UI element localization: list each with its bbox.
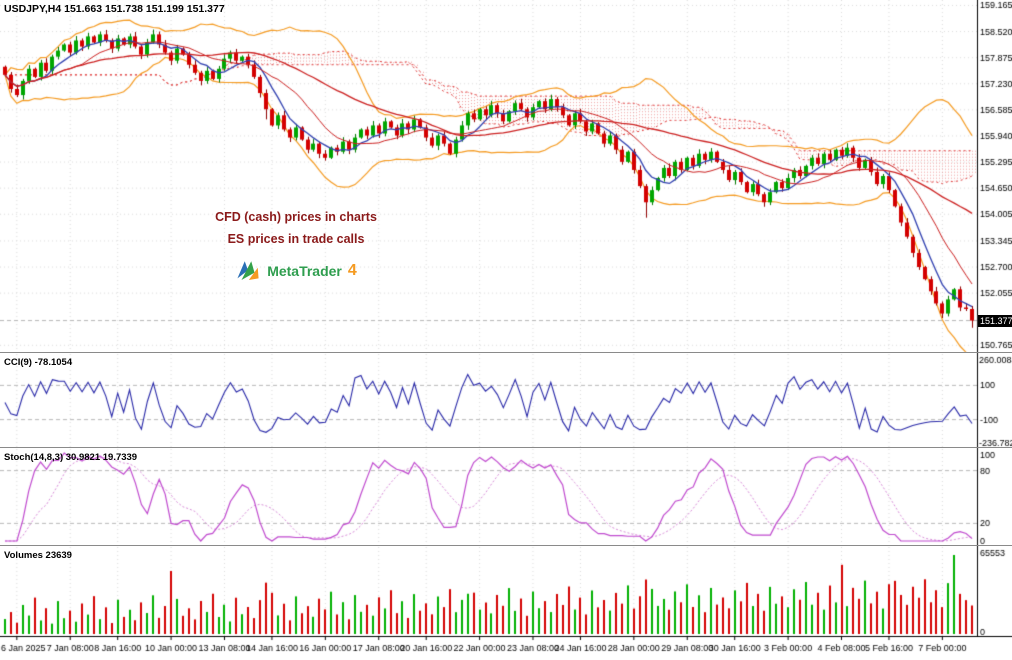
metatrader-logo-text: MetaTrader xyxy=(267,263,342,279)
pane-divider-2[interactable] xyxy=(0,447,1012,448)
metatrader-logo-icon xyxy=(235,258,261,284)
pane-divider-1[interactable] xyxy=(0,352,1012,353)
symbol-ohlc-label: USDJPY,H4 151.663 151.738 151.199 151.37… xyxy=(4,3,225,15)
cci-label: CCI(9) -78.1054 xyxy=(4,357,73,368)
volumes-label: Volumes 23639 xyxy=(4,550,72,561)
metatrader-logo-number: 4 xyxy=(347,262,357,279)
time-axis[interactable] xyxy=(0,636,1012,660)
pane-divider-3[interactable] xyxy=(0,545,1012,546)
price-axis[interactable] xyxy=(977,0,1012,636)
stoch-label: Stoch(14,8,3) 30.9821 19.7339 xyxy=(4,452,138,463)
current-price-badge: 151.377 xyxy=(978,314,1012,327)
annotation-line-1: CFD (cash) prices in charts xyxy=(215,210,377,224)
chart-annotation: CFD (cash) prices in charts ES prices in… xyxy=(146,206,446,284)
metatrader-logo: MetaTrader 4 xyxy=(146,258,446,284)
annotation-line-2: ES prices in trade calls xyxy=(227,232,365,246)
